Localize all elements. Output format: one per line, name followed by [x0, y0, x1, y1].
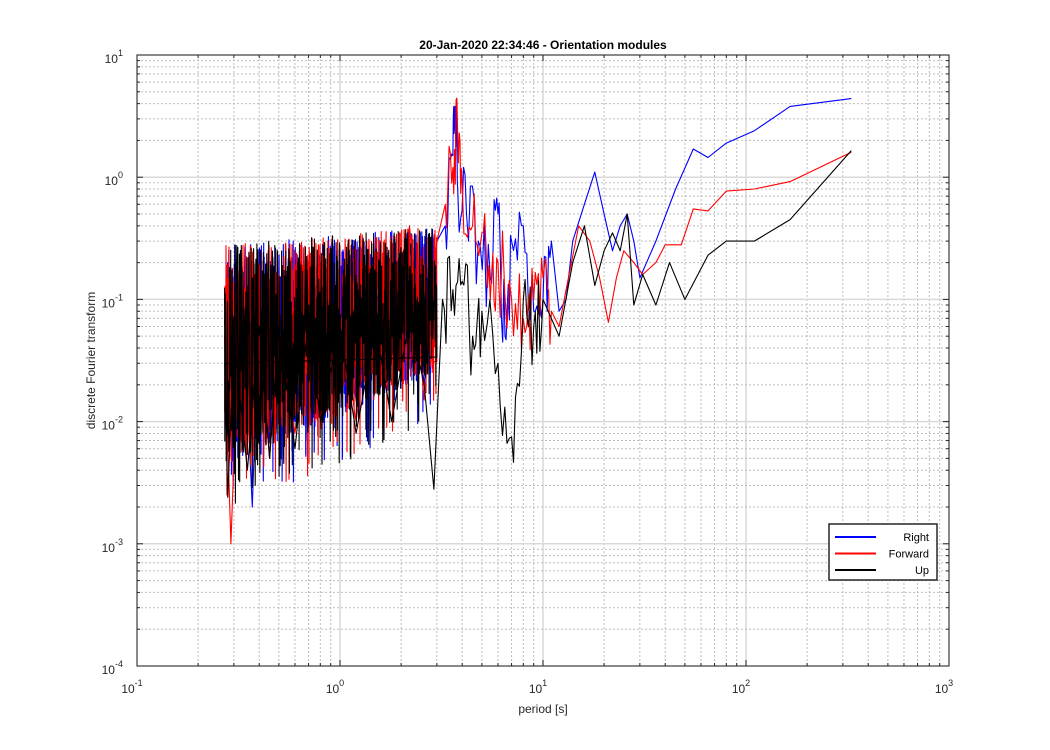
y-tick-label: 10-2 — [102, 415, 123, 433]
y-tick-label: 100 — [105, 170, 123, 188]
y-axis-label: discrete Fourier transform — [84, 292, 98, 429]
x-tick-label: 101 — [529, 678, 547, 696]
legend-label-up: Up — [915, 565, 929, 577]
x-tick-label: 100 — [326, 678, 344, 696]
series-layer — [224, 97, 852, 545]
y-tick-label: 10-4 — [102, 659, 123, 677]
series-line-up — [224, 150, 852, 504]
y-tick-label: 101 — [105, 48, 123, 66]
chart-title: 20-Jan-2020 22:34:46 - Orientation modul… — [419, 38, 667, 52]
y-tick-label: 10-3 — [102, 537, 123, 555]
y-tick-label: 10-1 — [102, 292, 123, 310]
y-tick-labels: 10-4 10-3 10-2 10-1 100 101 — [102, 48, 949, 677]
legend-label-right: Right — [903, 532, 929, 544]
x-tick-labels: 10-1 100 101 102 103 — [121, 55, 953, 696]
legend-label-forward: Forward — [889, 549, 929, 561]
legend: Right Forward Up — [828, 523, 938, 581]
x-tick-label: 102 — [732, 678, 750, 696]
x-axis-label: period [s] — [518, 702, 567, 716]
x-tick-label: 10-1 — [121, 678, 142, 696]
x-tick-label: 103 — [935, 678, 953, 696]
